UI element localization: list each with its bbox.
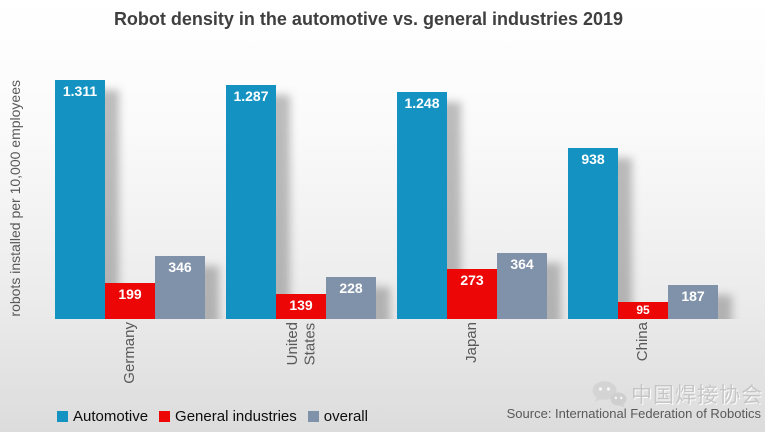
- legend-swatch-automotive: [57, 411, 68, 422]
- bar-general-industries-japan: 273: [447, 269, 497, 319]
- bar-automotive-china: 938: [568, 148, 618, 319]
- legend-swatch-general-industries: [159, 411, 171, 422]
- category-label-text: United States: [283, 322, 318, 366]
- bar-overall-germany: 346: [155, 256, 205, 319]
- bar-value-label: 273: [460, 272, 484, 288]
- legend-item-overall: overall: [307, 408, 368, 425]
- legend-label: General industries: [175, 408, 297, 425]
- bar-value-label: 364: [510, 256, 534, 272]
- watermark: 中国焊接协会: [591, 379, 763, 409]
- bar-automotive-united-states: 1.287: [226, 85, 276, 319]
- bar-automotive-germany: 1.311: [55, 80, 105, 319]
- bar-value-label: 938: [581, 151, 605, 167]
- bar-value-label: 228: [339, 280, 363, 296]
- legend: Automotive General industries overall: [57, 408, 368, 425]
- bar-value-label: 95: [636, 303, 650, 317]
- bar-general-industries-germany: 199: [105, 283, 155, 319]
- bar-overall-united-states: 228: [326, 277, 376, 319]
- legend-item-automotive: Automotive: [57, 408, 148, 425]
- bar-value-label: 1.311: [62, 83, 98, 99]
- bar-automotive-japan: 1.248: [397, 92, 447, 319]
- bar-general-industries-china: 95: [618, 302, 668, 319]
- category-label-united-states: United States: [226, 322, 376, 408]
- bar-group-japan: 1.248 273 364: [397, 92, 547, 319]
- category-label-text: China: [634, 322, 652, 362]
- y-axis-title-text: robots installed per 10,000 employees: [7, 79, 23, 317]
- category-label-text: Germany: [121, 322, 139, 384]
- legend-label: overall: [323, 408, 368, 425]
- legend-item-general-industries: General industries: [159, 408, 297, 425]
- y-axis-title: robots installed per 10,000 employees: [3, 48, 27, 348]
- bar-group-china: 938 95 187: [568, 148, 718, 319]
- watermark-text: 中国焊接协会: [631, 384, 763, 407]
- bar-value-label: 199: [118, 286, 142, 302]
- bar-value-label: 1.248: [404, 95, 440, 111]
- bar-group-united-states: 1.287 139 228: [226, 85, 376, 319]
- legend-label: Automotive: [73, 408, 149, 425]
- bar-overall-china: 187: [668, 285, 718, 319]
- bar-value-label: 139: [289, 297, 313, 313]
- bar-general-industries-united-states: 139: [276, 294, 326, 319]
- source-note: Source: International Federation of Robo…: [506, 406, 761, 421]
- category-label-germany: Germany: [55, 322, 205, 408]
- bar-overall-japan: 364: [497, 253, 547, 319]
- category-label-text: Japan: [463, 322, 481, 363]
- wechat-icon: [592, 381, 627, 408]
- bar-group-germany: 1.311 199 346: [55, 80, 205, 319]
- bar-value-label: 187: [681, 288, 705, 304]
- plot-area: 1.311 199 346 1.287 139 228 1.248 273 364 938 95 18…: [40, 55, 765, 319]
- bar-value-label: 346: [168, 259, 192, 275]
- category-label-japan: Japan: [397, 322, 547, 408]
- bar-value-label: 1.287: [233, 88, 269, 104]
- legend-swatch-overall: [307, 411, 319, 422]
- chart-title: Robot density in the automotive vs. gene…: [113, 9, 624, 29]
